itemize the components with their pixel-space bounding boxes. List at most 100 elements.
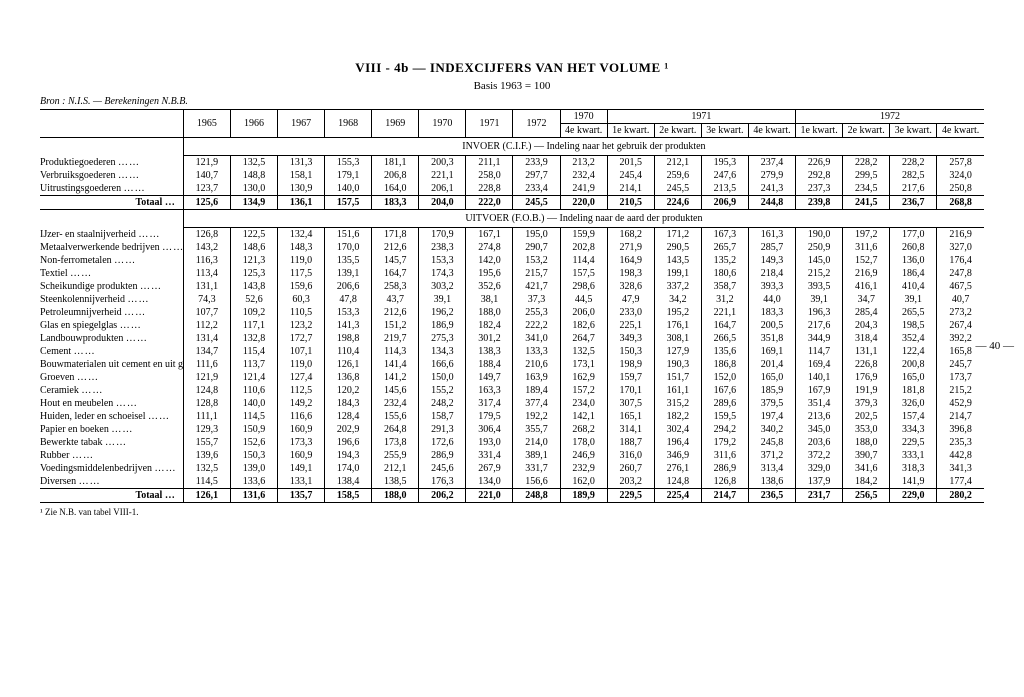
data-cell: 351,8 xyxy=(748,332,795,345)
data-cell: 140,0 xyxy=(325,182,372,196)
data-cell: 170,0 xyxy=(325,241,372,254)
data-cell: 40,7 xyxy=(937,293,984,306)
row-label: Ceramiek …… xyxy=(40,384,183,397)
data-cell: 355,7 xyxy=(513,423,560,436)
data-cell: 294,2 xyxy=(701,423,748,436)
data-cell: 159,6 xyxy=(278,280,325,293)
data-cell: 107,7 xyxy=(183,306,230,319)
data-cell: 225,4 xyxy=(654,489,701,503)
data-cell: 248,2 xyxy=(419,397,466,410)
data-cell: 183,3 xyxy=(748,306,795,319)
data-cell: 268,8 xyxy=(937,196,984,210)
data-cell: 442,8 xyxy=(937,449,984,462)
row-label: Non-ferrometalen …… xyxy=(40,254,183,267)
data-cell: 37,3 xyxy=(513,293,560,306)
data-cell: 238,3 xyxy=(419,241,466,254)
data-cell: 314,1 xyxy=(607,423,654,436)
data-cell: 206,8 xyxy=(372,169,419,182)
data-cell: 215,2 xyxy=(796,267,843,280)
data-cell: 197,2 xyxy=(843,228,890,242)
page-subtitle: Basis 1963 = 100 xyxy=(40,80,984,92)
data-cell: 233,9 xyxy=(513,156,560,170)
data-cell: 285,7 xyxy=(748,241,795,254)
data-cell: 164,7 xyxy=(701,319,748,332)
data-cell: 112,2 xyxy=(183,319,230,332)
data-cell: 127,4 xyxy=(278,371,325,384)
source-line: Bron : N.I.S. — Berekeningen N.B.B. xyxy=(40,96,984,107)
data-cell: 239,8 xyxy=(796,196,843,210)
data-cell: 371,2 xyxy=(748,449,795,462)
data-cell: 196,4 xyxy=(654,436,701,449)
data-cell: 202,5 xyxy=(843,410,890,423)
data-cell: 129,3 xyxy=(183,423,230,436)
data-cell: 110,4 xyxy=(325,345,372,358)
data-cell: 236,5 xyxy=(748,489,795,503)
data-cell: 237,4 xyxy=(748,156,795,170)
data-cell: 190,3 xyxy=(654,358,701,371)
row-label: Cement …… xyxy=(40,345,183,358)
data-cell: 212,6 xyxy=(372,241,419,254)
data-cell: 234,5 xyxy=(843,182,890,196)
data-cell: 171,8 xyxy=(372,228,419,242)
data-cell: 39,1 xyxy=(890,293,937,306)
data-cell: 259,6 xyxy=(654,169,701,182)
data-cell: 31,2 xyxy=(701,293,748,306)
data-cell: 331,7 xyxy=(513,462,560,475)
data-cell: 141,2 xyxy=(372,371,419,384)
data-cell: 317,4 xyxy=(466,397,513,410)
data-cell: 225,1 xyxy=(607,319,654,332)
data-cell: 286,9 xyxy=(701,462,748,475)
data-cell: 206,1 xyxy=(419,182,466,196)
data-cell: 198,3 xyxy=(607,267,654,280)
col-qtr: 4e kwart. xyxy=(748,124,795,138)
data-cell: 128,4 xyxy=(325,410,372,423)
row-label: Rubber …… xyxy=(40,449,183,462)
data-cell: 167,3 xyxy=(701,228,748,242)
data-cell: 186,8 xyxy=(701,358,748,371)
data-cell: 117,1 xyxy=(230,319,277,332)
data-cell: 133,3 xyxy=(513,345,560,358)
data-cell: 168,2 xyxy=(607,228,654,242)
data-cell: 148,6 xyxy=(230,241,277,254)
data-cell: 290,5 xyxy=(654,241,701,254)
data-cell: 134,7 xyxy=(183,345,230,358)
data-cell: 159,7 xyxy=(607,371,654,384)
data-cell: 155,2 xyxy=(419,384,466,397)
data-cell: 169,1 xyxy=(748,345,795,358)
data-cell: 121,4 xyxy=(230,371,277,384)
data-cell: 222,0 xyxy=(466,196,513,210)
total-label: Totaal … xyxy=(40,489,183,503)
col-qtr: 4e kwart. xyxy=(560,124,607,138)
data-cell: 162,0 xyxy=(560,475,607,489)
data-cell: 241,3 xyxy=(748,182,795,196)
data-cell: 122,4 xyxy=(890,345,937,358)
data-cell: 127,9 xyxy=(654,345,701,358)
invoer-banner: INVOER (C.I.F.) — Indeling naar het gebr… xyxy=(183,138,984,156)
footnote: ¹ Zie N.B. van tabel VIII-1. xyxy=(40,507,984,517)
data-cell: 200,5 xyxy=(748,319,795,332)
data-cell: 221,1 xyxy=(419,169,466,182)
data-cell: 142,1 xyxy=(560,410,607,423)
data-cell: 122,5 xyxy=(230,228,277,242)
data-cell: 258,3 xyxy=(372,280,419,293)
data-cell: 214,7 xyxy=(701,489,748,503)
row-label: Verbruiksgoederen …… xyxy=(40,169,183,182)
data-cell: 214,7 xyxy=(937,410,984,423)
data-cell: 274,8 xyxy=(466,241,513,254)
data-cell: 215,7 xyxy=(513,267,560,280)
data-cell: 145,7 xyxy=(372,254,419,267)
data-cell: 38,1 xyxy=(466,293,513,306)
data-cell: 265,7 xyxy=(701,241,748,254)
data-cell: 236,7 xyxy=(890,196,937,210)
data-cell: 131,1 xyxy=(843,345,890,358)
data-cell: 237,3 xyxy=(796,182,843,196)
data-cell: 421,7 xyxy=(513,280,560,293)
data-cell: 301,2 xyxy=(466,332,513,345)
col-qtr: 1e kwart. xyxy=(796,124,843,138)
data-cell: 210,6 xyxy=(513,358,560,371)
data-cell: 145,6 xyxy=(372,384,419,397)
col-group-1971: 1971 xyxy=(607,110,795,124)
data-cell: 141,4 xyxy=(372,358,419,371)
data-cell: 198,5 xyxy=(890,319,937,332)
data-cell: 161,3 xyxy=(748,228,795,242)
